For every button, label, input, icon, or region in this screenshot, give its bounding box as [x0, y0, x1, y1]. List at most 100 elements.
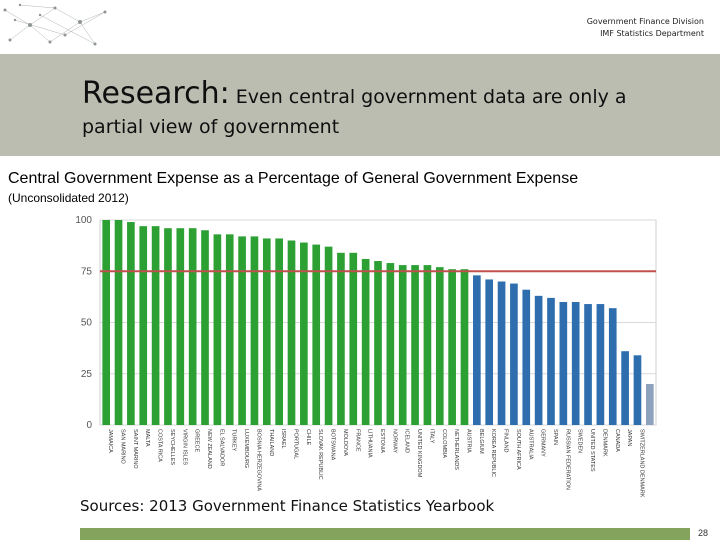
- slide-title-line2: partial view of government: [82, 116, 340, 138]
- x-tick-label: UNITED STATES: [589, 429, 595, 472]
- bar: [250, 236, 259, 425]
- y-tick-label: 50: [81, 318, 93, 329]
- x-tick-label: CHILE: [305, 429, 311, 446]
- y-tick-label: 25: [81, 369, 93, 380]
- x-tick-label: SWITZERLAND DENMARK: [638, 429, 644, 498]
- x-tick-label: SAN MARINO: [120, 429, 126, 465]
- x-tick-label: COLOMBIA: [441, 429, 447, 458]
- x-tick-label: SLOVAK REPUBLIC: [317, 429, 323, 480]
- org-label: Government Finance Division IMF Statisti…: [587, 16, 704, 40]
- source-note: Sources: 2013 Government Finance Statist…: [80, 497, 495, 515]
- bar: [522, 289, 531, 425]
- x-tick-label: SAINT MARINO: [132, 429, 138, 469]
- bar: [398, 265, 407, 425]
- bar: [127, 222, 135, 425]
- x-tick-label: THAILAND: [268, 429, 274, 456]
- x-tick-label: DENMARK: [601, 429, 607, 457]
- bar: [584, 304, 592, 425]
- x-tick-label: RUSSIAN FEDERATION: [564, 429, 570, 490]
- page-number: 28: [697, 528, 708, 538]
- bar: [423, 265, 432, 425]
- bar: [411, 265, 419, 425]
- bar: [559, 302, 568, 425]
- x-tick-label: ISRAEL: [280, 429, 286, 449]
- x-tick-label: FRANCE: [354, 429, 360, 452]
- x-tick-label: FINLAND: [503, 429, 509, 453]
- x-tick-label: UNITED KINGDOM: [416, 429, 422, 478]
- x-tick-label: NORWAY: [391, 429, 397, 453]
- bar: [188, 228, 197, 425]
- x-tick-label: CANADA: [614, 429, 620, 452]
- bar: [225, 234, 234, 425]
- bar: [596, 304, 605, 425]
- y-tick-label: 75: [81, 266, 93, 277]
- bar: [510, 283, 518, 425]
- bar: [349, 252, 358, 425]
- bar: [201, 230, 209, 425]
- bar: [460, 269, 469, 425]
- bar: [287, 240, 296, 425]
- chart-subtitle: (Unconsolidated 2012): [8, 191, 129, 205]
- bar: [608, 308, 617, 425]
- bar: [448, 269, 456, 425]
- bar: [645, 384, 654, 425]
- x-tick-label: ITALY: [428, 429, 434, 444]
- x-tick-label: LITHUANIA: [367, 429, 373, 458]
- title-rest: Even central government data are only a: [229, 86, 627, 108]
- bar: [213, 234, 222, 425]
- bar: [361, 258, 370, 425]
- x-tick-label: NETHERLANDS: [453, 429, 459, 470]
- network-graphic-icon: [3, 3, 107, 46]
- chart-title: Central Government Expense as a Percenta…: [8, 170, 579, 187]
- y-tick-label: 0: [86, 420, 92, 431]
- bar: [571, 302, 580, 425]
- title-band: [0, 54, 720, 156]
- bar: [176, 228, 185, 425]
- x-tick-label: SPAIN: [552, 429, 558, 445]
- x-tick-label: AUSTRALIA: [527, 429, 533, 460]
- bar: [312, 244, 321, 425]
- bar: [633, 355, 642, 425]
- bar: [114, 220, 123, 425]
- x-tick-label: GREECE: [194, 429, 200, 453]
- x-tick-label: JAMAICA: [107, 429, 113, 453]
- bar: [374, 261, 382, 425]
- x-tick-label: TURKEY: [231, 429, 237, 452]
- bar: [621, 351, 629, 425]
- bar: [386, 263, 395, 425]
- x-tick-label: SWEDEN: [577, 429, 583, 453]
- bar: [139, 226, 148, 425]
- bar: [164, 228, 172, 425]
- bar: [497, 281, 506, 425]
- bar: [151, 226, 160, 425]
- x-tick-label: BOSNIA HERZEGOVINA: [255, 429, 261, 491]
- bar-chart: 0 25 50 75 100 JAMAICA SAN MARINO SAINT MARINO M…: [75, 215, 657, 498]
- x-tick-label: ICELAND: [404, 429, 410, 453]
- bar: [238, 236, 246, 425]
- x-tick-label: SEYCHELLES: [169, 429, 175, 465]
- title-lead: Research:: [82, 76, 230, 111]
- bar: [262, 238, 271, 425]
- x-tick-label: COSTA RICA: [157, 429, 163, 462]
- bar: [485, 279, 494, 425]
- x-tick-label: KOREA REPUBLIC: [490, 429, 496, 477]
- bar: [473, 275, 481, 425]
- x-tick-label: JAPAN: [626, 429, 632, 446]
- bar: [435, 267, 444, 425]
- bar: [275, 238, 283, 425]
- org-division: Government Finance Division: [586, 17, 704, 26]
- org-department: IMF Statistics Department: [600, 29, 704, 38]
- x-tick-label: NEW ZEALAND: [206, 429, 212, 469]
- bar: [300, 242, 308, 425]
- x-tick-label: PORTUGAL: [293, 429, 299, 459]
- x-tick-label: MOLDOVA: [342, 429, 348, 456]
- bar: [547, 297, 555, 425]
- bar: [534, 295, 543, 425]
- x-tick-label: LUXEMBOURG: [243, 429, 249, 468]
- bar: [337, 252, 345, 425]
- x-tick-label: SOUTH AFRICA: [515, 429, 521, 470]
- x-tick-label: AUSTRIA: [465, 429, 471, 453]
- x-tick-label: BOTSWANA: [330, 429, 336, 461]
- x-tick-label: GERMANY: [540, 429, 546, 457]
- x-tick-label: MALTA: [144, 429, 150, 447]
